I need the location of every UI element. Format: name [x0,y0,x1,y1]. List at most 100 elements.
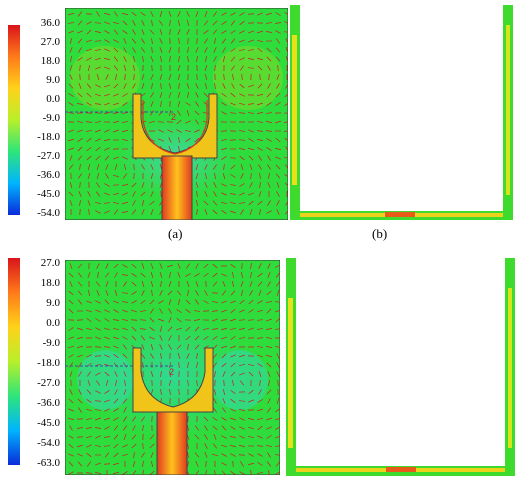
field-arrow [132,56,136,62]
field-arrow [221,192,227,196]
field-arrow [221,353,227,359]
field-arrow [168,92,172,98]
field-arrow [258,191,262,197]
field-arrow [141,209,145,215]
field-arrow [238,409,246,411]
field-arrow [196,208,198,216]
field-arrow [121,211,129,213]
field-arrow [124,379,126,387]
field-arrow [266,300,272,304]
field-arrow [168,146,172,152]
field-arrow [95,336,101,340]
field-arrow [257,453,263,457]
field-arrow [95,372,101,376]
field-arrow [231,379,235,387]
field-arrow [249,272,253,278]
field-arrow [221,38,227,44]
field-arrow [123,389,127,395]
field-arrow [204,443,208,449]
field-arrow [113,408,119,412]
field-arrow [221,183,227,187]
field-arrow [121,121,129,123]
field-arrow [178,82,180,90]
field-arrow [122,309,128,313]
field-arrow [122,102,128,106]
field-arrow [167,290,173,296]
field-arrow [275,47,281,53]
field-arrow [123,416,127,422]
field-arrow [77,20,83,26]
field-arrow [86,399,92,403]
field-arrow [203,272,209,278]
field-arrow [193,310,201,312]
field-arrow [266,461,272,467]
field-arrow [132,200,136,206]
field-arrow [276,353,280,359]
field-arrow [77,138,83,142]
field-arrow [247,319,255,321]
field-arrow [214,82,216,90]
field-arrow [267,398,271,404]
field-arrow [187,460,189,468]
field-arrow [131,326,137,332]
field-arrow [151,37,153,45]
field-arrow [203,263,209,269]
field-arrow [195,470,200,475]
field-arrow [150,11,154,17]
field-arrow [133,163,135,171]
field-arrow [68,336,74,340]
field-arrow [68,83,74,89]
field-arrow [69,47,73,53]
field-arrow [158,129,164,133]
field-arrow [68,147,74,151]
field-arrow [131,281,137,287]
field-arrow [104,408,110,412]
field-arrow [95,300,101,304]
field-arrow [204,173,208,179]
field-arrow [140,335,146,341]
field-arrow [160,388,162,396]
field-arrow [77,453,83,457]
field-arrow [194,434,200,440]
field-arrow [94,472,102,474]
field-arrow [123,65,127,71]
field-arrow [96,173,100,179]
field-arrow [222,173,226,179]
field-arrow [266,92,272,98]
field-arrow [257,30,263,34]
field-arrow [113,65,119,71]
field-arrow [248,138,254,142]
field-arrow [256,319,264,321]
field-arrow [87,461,91,467]
field-arrow [113,21,119,25]
field-arrow [213,56,217,62]
field-arrow [268,469,270,475]
field-arrow [275,92,281,98]
field-arrow [104,183,110,187]
field-arrow [275,309,280,313]
field-arrow [186,29,190,35]
field-arrow [86,29,92,35]
field-arrow [187,451,189,459]
field-arrow [223,379,225,387]
field-arrow [95,309,101,313]
field-arrow [122,398,128,404]
field-arrow [178,298,180,306]
field-arrow [284,102,288,106]
field-arrow [131,309,137,313]
field-arrow [86,327,92,331]
colorbar-tick-label: 9.0 [46,74,60,86]
field-arrow [69,263,73,269]
field-arrow [160,370,162,378]
field-arrow [69,371,73,377]
field-arrow [230,20,236,26]
field-arrow [240,209,244,215]
field-arrow [230,471,236,475]
field-arrow [167,264,173,268]
field-arrow [212,281,218,287]
field-arrow [275,120,281,124]
field-arrow [248,426,254,430]
field-arrow [77,120,83,124]
field-arrow [113,300,119,304]
field-arrow [76,319,84,321]
